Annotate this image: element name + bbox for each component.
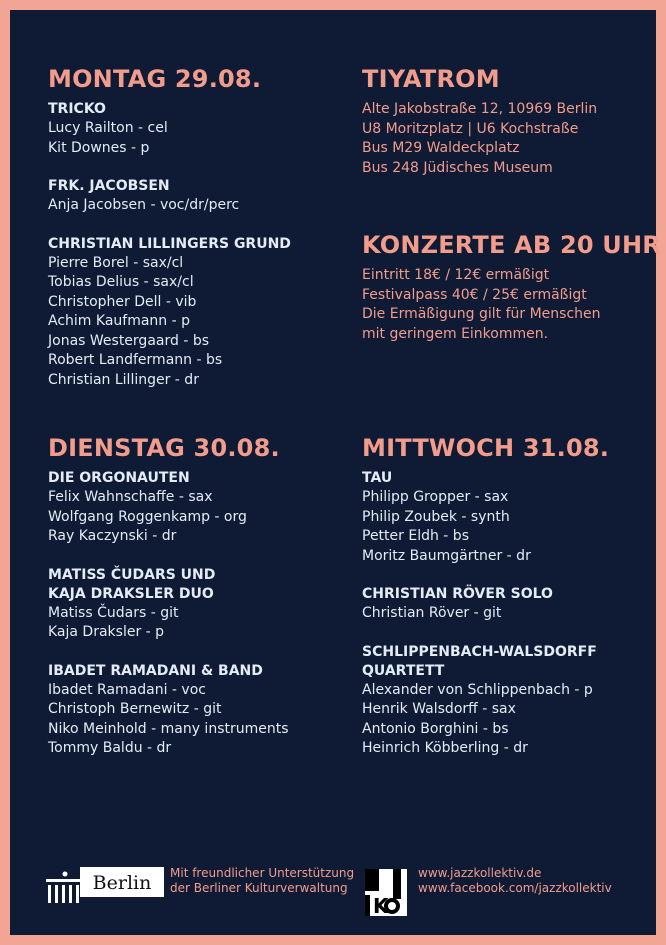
tuesday-section: DIENSTAG 30.08. DIE ORGONAUTEN Felix Wah… — [48, 433, 289, 759]
support-line: der Berliner Kulturverwaltung — [170, 881, 348, 895]
concert-time-title: KONZERTE AB 20 UHR — [362, 231, 661, 259]
venue-line: Bus M29 Waldeckplatz — [362, 140, 520, 156]
musician: Robert Landfermann - bs — [48, 352, 223, 368]
website-link[interactable]: www.jazzkollektiv.de — [418, 866, 542, 880]
musician: Wolfgang Roggenkamp - org — [48, 508, 247, 525]
musician: Christian Röver - git — [362, 605, 502, 621]
facebook-link[interactable]: www.facebook.com/jazzkollektiv — [418, 881, 612, 895]
musician: Tommy Baldu - dr — [48, 740, 172, 756]
musician: Ray Kaczynski - dr — [48, 528, 177, 544]
musician: Lucy Railton - cel — [48, 120, 168, 136]
band-name: IBADET RAMADANI & BAND — [48, 662, 263, 679]
price-line: mit geringem Einkommen. — [362, 325, 549, 342]
prices-section: KONZERTE AB 20 UHR Eintritt 18€ / 12€ er… — [362, 230, 661, 344]
wednesday-section: MITTWOCH 31.08. TAU Philipp Gropper - sa… — [362, 433, 609, 759]
musician: Christoph Bernewitz - git — [48, 701, 222, 717]
venue-line: Alte Jakobstraße 12, 10969 Berlin — [362, 101, 598, 117]
price-line: Die Ermäßigung gilt für Menschen — [362, 306, 601, 322]
musician: Alexander von Schlippenbach - p — [362, 681, 593, 698]
musician: Henrik Walsdorff - sax — [362, 701, 516, 717]
berlin-logo-text: Berlin — [93, 872, 152, 894]
musician: Niko Meinhold - many instruments — [48, 720, 289, 737]
musician: Christian Lillinger - dr — [48, 371, 199, 388]
berlin-logo: Berlin — [46, 867, 164, 903]
band-name: CHRISTIAN LILLINGERS GRUND — [48, 235, 291, 252]
musician: Felix Wahnschaffe - sax — [48, 489, 213, 505]
musician: Heinrich Köbberling - dr — [362, 740, 528, 756]
musician: Pierre Borel - sax/cl — [48, 254, 184, 271]
musician: Kit Downes - p — [48, 139, 150, 156]
price-line: Festivalpass 40€ / 25€ ermäßigt — [362, 286, 587, 303]
musician: Matiss Čudars - git — [48, 604, 179, 621]
band-name: FRK. JACOBSEN — [48, 178, 170, 194]
band-name: TAU — [362, 470, 393, 486]
jazzkollektiv-logo: K — [365, 869, 407, 918]
band-name: MATISS ČUDARS UND — [48, 566, 216, 583]
musician: Philipp Gropper - sax — [362, 489, 509, 505]
svg-text:K: K — [373, 894, 390, 916]
venue-section: TIYATROM Alte Jakobstraße 12, 10969 Berl… — [362, 64, 597, 178]
price-line: Eintritt 18€ / 12€ ermäßigt — [362, 267, 550, 283]
links: www.jazzkollektiv.de www.facebook.com/ja… — [418, 866, 612, 896]
venue-line: Bus 248 Jüdisches Museum — [362, 159, 553, 176]
venue-line: U8 Moritzplatz | U6 Kochstraße — [362, 120, 579, 137]
musician: Philip Zoubek - synth — [362, 508, 510, 525]
musician: Moritz Baumgärtner - dr — [362, 547, 531, 564]
band-name: KAJA DRAKSLER DUO — [48, 585, 214, 602]
support-text: Mit freundlicher Unterstützung der Berli… — [170, 866, 354, 896]
musician: Ibadet Ramadani - voc — [48, 681, 206, 698]
band-name: DIE ORGONAUTEN — [48, 470, 190, 486]
musician: Petter Eldh - bs — [362, 528, 469, 544]
day-title: DIENSTAG 30.08. — [48, 434, 280, 462]
venue-title: TIYATROM — [362, 65, 500, 93]
musician: Jonas Westergaard - bs — [48, 332, 210, 349]
band-name: QUARTETT — [362, 662, 445, 679]
band-name: CHRISTIAN RÖVER SOLO — [362, 586, 553, 602]
day-title: MONTAG 29.08. — [48, 65, 262, 93]
day-title: MITTWOCH 31.08. — [362, 434, 610, 462]
musician: Christopher Dell - vib — [48, 293, 197, 310]
musician: Kaja Draksler - p — [48, 624, 165, 640]
musician: Antonio Borghini - bs — [362, 720, 509, 737]
poster-background — [10, 10, 656, 935]
musician: Anja Jacobsen - voc/dr/perc — [48, 197, 240, 213]
band-name: SCHLIPPENBACH-WALSDORFF — [362, 643, 597, 660]
monday-section: MONTAG 29.08. TRICKO Lucy Railton - cel … — [48, 64, 291, 390]
support-line: Mit freundlicher Unterstützung — [170, 866, 355, 880]
musician: Tobias Delius - sax/cl — [48, 274, 194, 290]
band-name: TRICKO — [48, 101, 106, 117]
musician: Achim Kaufmann - p — [48, 313, 190, 329]
